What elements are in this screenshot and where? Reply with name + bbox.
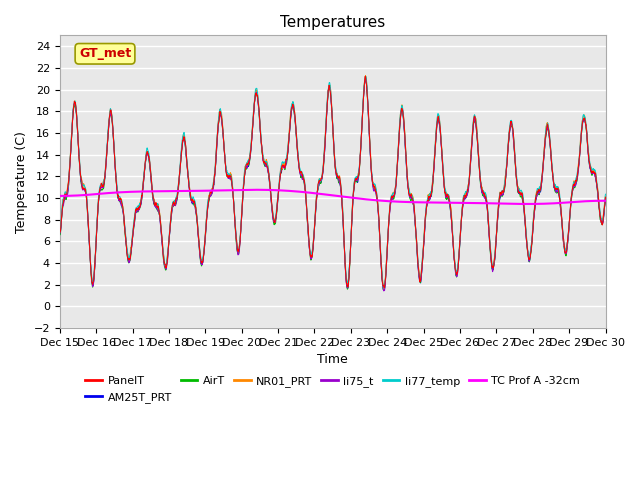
Text: GT_met: GT_met [79, 48, 131, 60]
Y-axis label: Temperature (C): Temperature (C) [15, 131, 28, 233]
Legend: PanelT, AM25T_PRT, AirT, NR01_PRT, li75_t, li77_temp, TC Prof A -32cm: PanelT, AM25T_PRT, AirT, NR01_PRT, li75_… [81, 372, 584, 407]
X-axis label: Time: Time [317, 353, 348, 366]
Title: Temperatures: Temperatures [280, 15, 385, 30]
